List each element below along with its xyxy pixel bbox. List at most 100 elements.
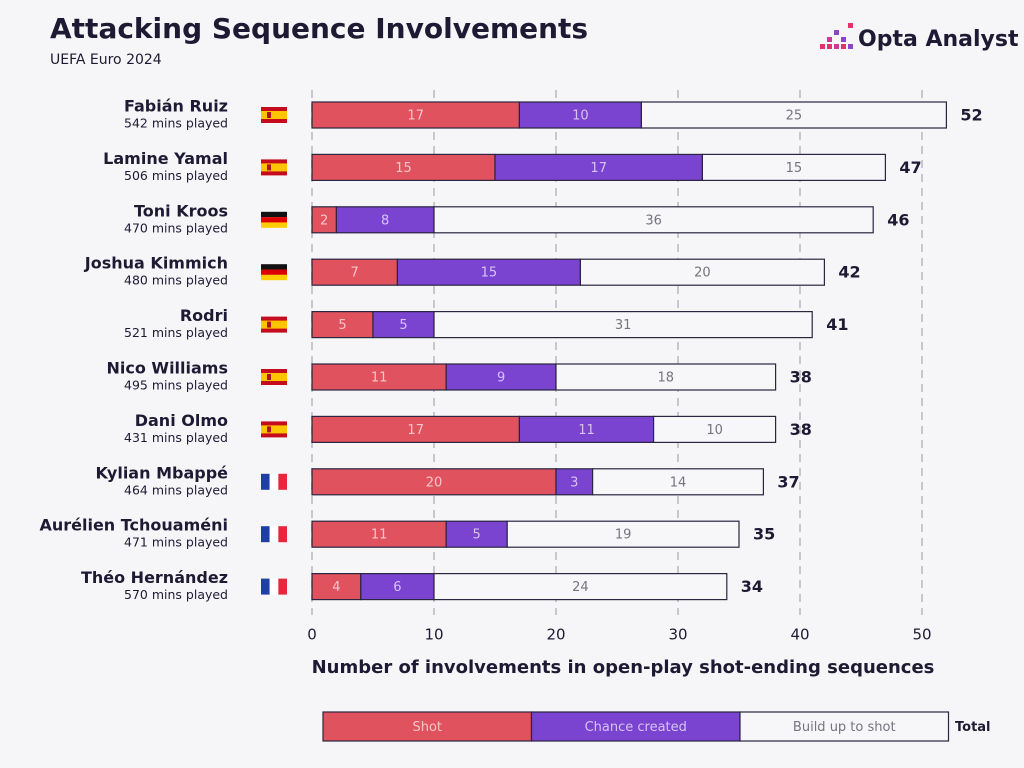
x-tick-label: 30 <box>668 626 687 644</box>
category-sublabel: 542 mins played <box>124 116 228 131</box>
x-tick-label: 40 <box>790 626 809 644</box>
category-label: Fabián Ruiz <box>124 97 228 116</box>
bar-segment <box>555 468 594 496</box>
x-tick-label: 20 <box>546 626 565 644</box>
category-label: Nico Williams <box>107 359 229 378</box>
flag-emblem <box>267 112 271 118</box>
bar-value-label: 17 <box>407 109 424 124</box>
legend-total-label: Total <box>955 720 991 735</box>
flag-stripe <box>278 526 287 543</box>
bar-value-label: 5 <box>399 318 407 333</box>
category-label: Théo Hernández <box>81 568 228 587</box>
bar-value-label: 10 <box>706 423 723 438</box>
bar-segment <box>579 258 826 286</box>
flag-stripe <box>261 264 287 270</box>
bar-segment <box>591 468 764 496</box>
bar-value-label: 24 <box>572 580 589 595</box>
total-label: 42 <box>838 263 860 282</box>
flag-stripe <box>261 217 287 223</box>
bar-value-label: 11 <box>578 423 595 438</box>
flag <box>261 473 287 490</box>
total-label: 41 <box>826 315 848 334</box>
flag-stripe <box>261 473 270 490</box>
flag <box>261 211 287 228</box>
category-label: Rodri <box>180 306 228 325</box>
bar-value-label: 3 <box>570 475 578 490</box>
legend-swatch <box>530 711 741 742</box>
category-sublabel: 495 mins played <box>124 378 228 393</box>
flag-stripe <box>269 473 279 490</box>
category-sublabel: 431 mins played <box>124 430 228 445</box>
bar-segment <box>494 153 703 181</box>
category-sublabel: 570 mins played <box>124 587 228 602</box>
bar-segment <box>506 520 740 548</box>
category-label: Toni Kroos <box>134 201 228 220</box>
bar-value-label: 20 <box>694 266 711 281</box>
category-sublabel: 480 mins played <box>124 273 228 288</box>
flag <box>261 107 287 123</box>
bar-value-label: 15 <box>395 161 412 176</box>
flag-stripe <box>261 211 287 218</box>
bar-segment <box>311 468 557 496</box>
bar-value-label: 8 <box>381 213 389 228</box>
category-sublabel: 464 mins played <box>124 482 228 497</box>
flag-stripe <box>261 578 270 595</box>
flag-emblem <box>267 374 271 380</box>
total-label: 52 <box>960 106 982 125</box>
bar-segment <box>433 206 874 234</box>
bar-segment <box>311 206 337 234</box>
legend-label: Build up to shot <box>793 720 896 735</box>
bar-segment <box>433 311 813 339</box>
bar-value-label: 11 <box>371 371 388 386</box>
category-sublabel: 471 mins played <box>124 535 228 550</box>
flag <box>261 316 287 333</box>
bar-segment <box>701 153 887 181</box>
flag-stripe <box>261 320 287 329</box>
total-label: 37 <box>777 472 799 491</box>
bar-value-label: 20 <box>426 475 443 490</box>
flag <box>261 159 287 176</box>
category-label: Joshua Kimmich <box>84 254 228 273</box>
bar-segment <box>311 572 362 601</box>
flag-stripe <box>261 163 287 172</box>
bar-value-label: 18 <box>658 371 675 386</box>
category-sublabel: 506 mins played <box>124 168 228 183</box>
bar-segment <box>311 520 447 548</box>
total-label: 34 <box>741 577 763 596</box>
category-label: Kylian Mbappé <box>96 463 229 482</box>
bar-value-label: 9 <box>497 371 505 386</box>
bar-value-label: 10 <box>572 109 589 124</box>
flag-stripe <box>278 473 287 490</box>
total-label: 47 <box>899 158 921 177</box>
bar-segment <box>311 415 520 443</box>
flag <box>261 578 287 595</box>
bar-segment <box>311 153 496 181</box>
x-tick-label: 10 <box>424 626 443 644</box>
bar-segment <box>640 101 948 129</box>
category-label: Lamine Yamal <box>103 149 228 168</box>
bar-segment <box>335 206 435 234</box>
flag-emblem <box>267 164 271 171</box>
bar-value-label: 11 <box>371 528 388 543</box>
bar-segment <box>396 258 581 286</box>
bar-value-label: 5 <box>338 318 346 333</box>
flag-stripe <box>261 222 287 228</box>
bar-value-label: 4 <box>332 580 340 595</box>
bar-segment <box>652 415 777 443</box>
flag-emblem <box>267 321 271 328</box>
bar-value-label: 17 <box>407 423 424 438</box>
chart-title: Attacking Sequence Involvements <box>50 12 588 45</box>
bar-segment <box>311 101 520 129</box>
category-sublabel: 470 mins played <box>124 220 228 235</box>
category-label: Dani Olmo <box>135 411 228 430</box>
flag-stripe <box>261 274 287 281</box>
bar-value-label: 15 <box>786 161 803 176</box>
bar-segment <box>445 520 508 548</box>
flag <box>261 369 287 385</box>
total-label: 46 <box>887 210 909 229</box>
bar-segment <box>555 363 777 391</box>
flag-stripe <box>278 578 287 595</box>
legend-label: Shot <box>412 720 442 735</box>
bar-value-label: 14 <box>670 475 687 490</box>
